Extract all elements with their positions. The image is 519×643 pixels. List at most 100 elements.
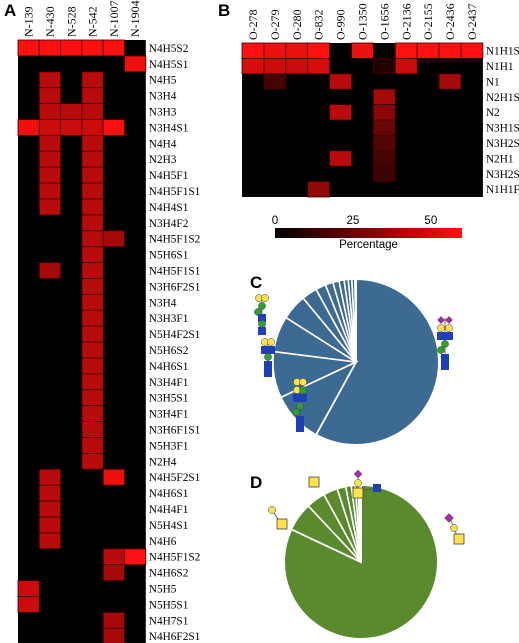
glcnac-square-icon: [264, 361, 272, 369]
heatmap-a-cell: [81, 309, 104, 327]
panel-label-c: C: [250, 273, 262, 292]
heatmap-b-row-label: N1H1: [486, 61, 514, 73]
heatmap-b-column-label: O-990: [334, 9, 348, 40]
galnac-square-icon: [453, 533, 465, 545]
heatmap-b-cell: [460, 42, 484, 59]
heatmap-a-row-label: N2H4: [149, 456, 177, 468]
heatmap-b-cell: [372, 150, 396, 167]
heatmap-a-row-label: N2H3: [149, 154, 177, 166]
heatmap-a-cell: [102, 548, 125, 566]
glycan-symbols: [254, 294, 465, 545]
heatmap-b-cell: [241, 42, 265, 59]
heatmap-b-cell: [372, 165, 396, 182]
colorbar-tick-label: 50: [424, 215, 437, 227]
heatmap-a-column-label: N-430: [43, 6, 57, 37]
heatmap-a-row-label: N4H5F1S2: [149, 234, 201, 246]
heatmap-a-row-label: N5H5S1: [149, 599, 189, 611]
galactose-circle-icon: [261, 294, 269, 302]
heatmap-b-cell: [351, 42, 374, 59]
heatmap-b-column-label: O-2436: [443, 3, 457, 40]
heatmap-a-cell: [81, 214, 104, 232]
heatmap-a-cell: [81, 405, 104, 423]
heatmap-b-cell: [329, 104, 352, 121]
heatmap-a-cell: [81, 389, 104, 407]
heatmap-a-row-label: N3H4F1: [149, 377, 189, 389]
heatmap-a-cell: [102, 230, 125, 248]
mannose-circle-icon: [437, 346, 445, 354]
heatmap-a-cell: [81, 452, 104, 470]
heatmap-a-cell: [38, 134, 61, 152]
heatmap-a-row-label: N3H6F2S1: [149, 281, 200, 293]
galactose-circle-icon: [267, 338, 275, 346]
mannose-circle-icon: [258, 302, 266, 310]
mannose-circle-icon: [441, 340, 449, 348]
sialic-acid-diamond-icon: [353, 469, 363, 479]
heatmap-b-cell: [438, 42, 462, 59]
galnac-square-icon: [352, 487, 364, 499]
panel-label-d: D: [250, 473, 262, 492]
heatmap-a-cell: [38, 182, 61, 200]
heatmap-a-cell: [38, 87, 61, 104]
glcnac-square-icon: [441, 354, 449, 362]
galactose-circle-icon: [299, 378, 307, 386]
heatmap-a-cell: [102, 564, 125, 582]
galnac-square-icon: [276, 518, 288, 530]
heatmap-a-cell: [38, 500, 61, 518]
heatmap-b-cell: [372, 58, 396, 75]
heatmap-a: N-139 N-430 N-528 N-542 N-1007 N-1904 N4H5S2 N4…: [17, 0, 201, 643]
heatmap-a-cell: [124, 55, 147, 73]
heatmap-a-row-label: N4H5F1: [149, 170, 189, 182]
heatmap-b-cell: [438, 73, 462, 90]
heatmap-a-cell: [17, 580, 40, 597]
heatmap-a-cell: [81, 278, 104, 295]
heatmap-a-column-label: N-139: [22, 6, 36, 37]
heatmap-b-row-label: N3H2S2: [486, 138, 519, 150]
glcnac-square-icon: [299, 394, 307, 402]
sialic-acid-diamond-icon: [444, 513, 454, 523]
heatmap-a-row-label: N5H4F2S1: [149, 329, 200, 341]
heatmap-b-row-label: N3H2S1: [486, 169, 519, 181]
heatmap-a-cell: [38, 166, 61, 184]
heatmap-a-row-label: N4H5F1S1: [149, 186, 200, 198]
heatmap-a-column-label: N-528: [64, 6, 78, 37]
heatmap-b-row-label: N2: [486, 107, 500, 119]
heatmap-b-column-label: O-2437: [465, 3, 479, 40]
heatmap-b-cell: [372, 134, 396, 152]
mannose-circle-icon: [296, 402, 304, 410]
heatmap-b-row-label: N1H1S1: [486, 46, 519, 58]
heatmap-a-cell: [81, 230, 104, 248]
heatmap-b-cell: [394, 42, 418, 59]
colorbar-tick-label: 25: [347, 215, 360, 227]
heatmap-a-cell: [81, 293, 104, 311]
pie-chart-d: [283, 483, 439, 640]
heatmap-a-cell: [81, 373, 104, 391]
heatmap-a-row-label: N4H5F1S2: [149, 552, 201, 564]
heatmap-b-cell: [307, 42, 331, 59]
heatmap-a-cell: [102, 119, 125, 136]
heatmap-a-row-label: N4H4: [149, 138, 177, 150]
heatmap-a-cell: [38, 119, 61, 136]
heatmap-a-cell: [81, 341, 104, 359]
heatmap-a-row-label: N4H6S1: [149, 488, 189, 500]
heatmap-a-cell: [81, 357, 104, 375]
colorbar-tick-label: 0: [272, 215, 278, 227]
mannose-circle-icon: [258, 320, 266, 328]
heatmap-a-row-label: N4H5F1S1: [149, 266, 200, 278]
heatmap-b-row-label: N1: [486, 76, 500, 88]
heatmap-b-row-label: N3H1S1: [486, 123, 519, 135]
heatmap-a-column-label: N-1007: [107, 0, 121, 37]
heatmap-a-cell: [60, 39, 83, 57]
galactose-circle-icon: [445, 324, 453, 332]
heatmap-a-cell: [38, 150, 61, 168]
panel-label-b: B: [218, 1, 230, 20]
heatmap-a-cell: [81, 262, 104, 279]
heatmap-a-row-label: N5H4S1: [149, 520, 189, 532]
heatmap-a-row-label: N4H7S1: [149, 615, 189, 627]
galnac-square-icon: [308, 476, 320, 488]
heatmap-b-column-label: O-279: [268, 9, 282, 40]
galactose-circle-icon: [354, 479, 362, 487]
heatmap-b-row-label: N2H1S1: [486, 92, 519, 104]
heatmap-a-row-label: N3H4: [149, 91, 177, 103]
heatmap-a-row-label: N4H6S1: [149, 361, 189, 373]
